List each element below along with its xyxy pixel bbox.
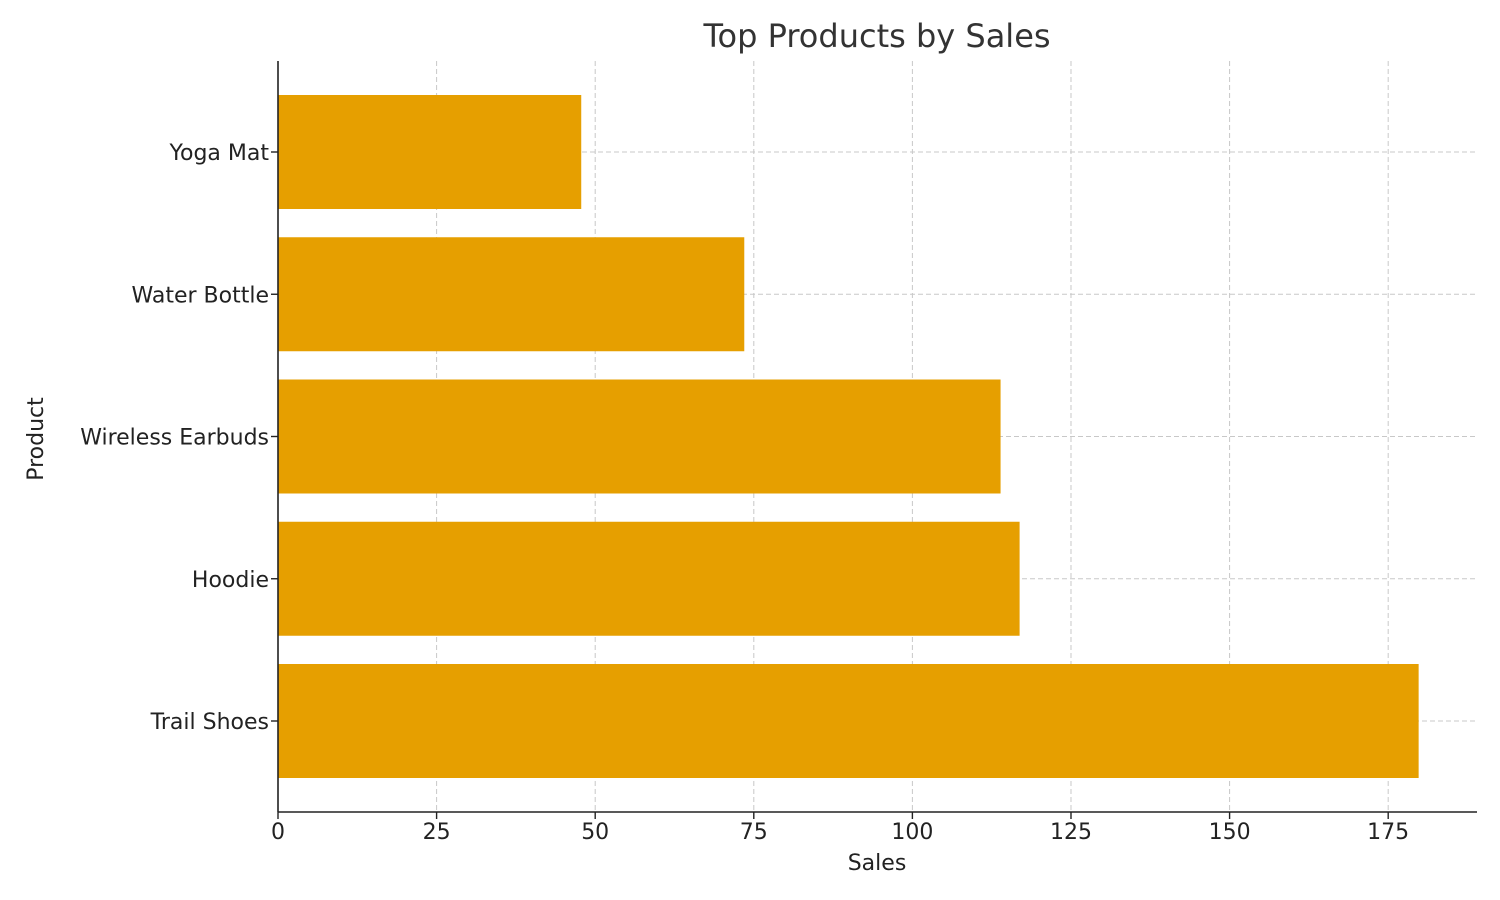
y-axis-label: Product <box>24 397 49 481</box>
chart-title: Top Products by Sales <box>702 17 1050 55</box>
y-tick-label: Yoga Mat <box>168 141 269 166</box>
bar <box>278 664 1419 778</box>
x-tick-label: 125 <box>1050 820 1092 845</box>
bar <box>278 521 1020 636</box>
bar <box>278 237 745 352</box>
y-tick-label: Wireless Earbuds <box>80 426 269 451</box>
x-tick-label: 50 <box>581 820 609 845</box>
x-tick-label: 75 <box>740 820 768 845</box>
y-tick-label: Water Bottle <box>132 283 269 308</box>
x-axis-label: Sales <box>848 851 907 876</box>
y-tick-label: Trail Shoes <box>150 710 269 735</box>
bar <box>278 379 1001 494</box>
x-tick-label: 25 <box>423 820 451 845</box>
bar <box>278 95 582 209</box>
bars <box>278 95 1419 778</box>
x-tick-label: 150 <box>1209 820 1251 845</box>
x-axis-ticks: 0 25 50 75 100 125 150 175 <box>271 812 1409 845</box>
y-tick-label: Hoodie <box>192 568 269 593</box>
y-axis-ticks: Trail Shoes Hoodie Wireless Earbuds Water B… <box>80 141 278 735</box>
x-tick-label: 0 <box>271 820 285 845</box>
x-tick-label: 100 <box>891 820 933 845</box>
x-tick-label: 175 <box>1367 820 1409 845</box>
